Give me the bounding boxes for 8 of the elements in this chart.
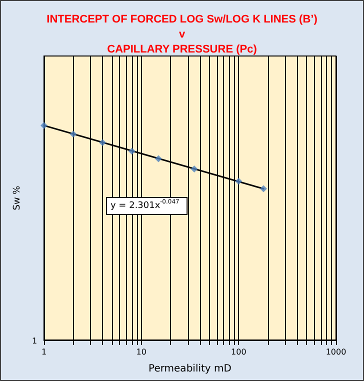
x-axis-title: Permeability mD [148, 364, 232, 374]
chart-title: INTERCEPT OF FORCED LOG Sw/LOG K LINES (B’) v CAPILLARY PRESSURE (Pc) [46, 14, 318, 56]
x-tick-label: 100 [231, 348, 246, 356]
x-tick-label: 1 [41, 348, 47, 356]
x-tick-label: 1000 [326, 348, 346, 356]
y-axis-title: Sw % [12, 185, 22, 210]
x-tick-label: 10 [136, 348, 146, 356]
text: 1 [32, 336, 38, 346]
